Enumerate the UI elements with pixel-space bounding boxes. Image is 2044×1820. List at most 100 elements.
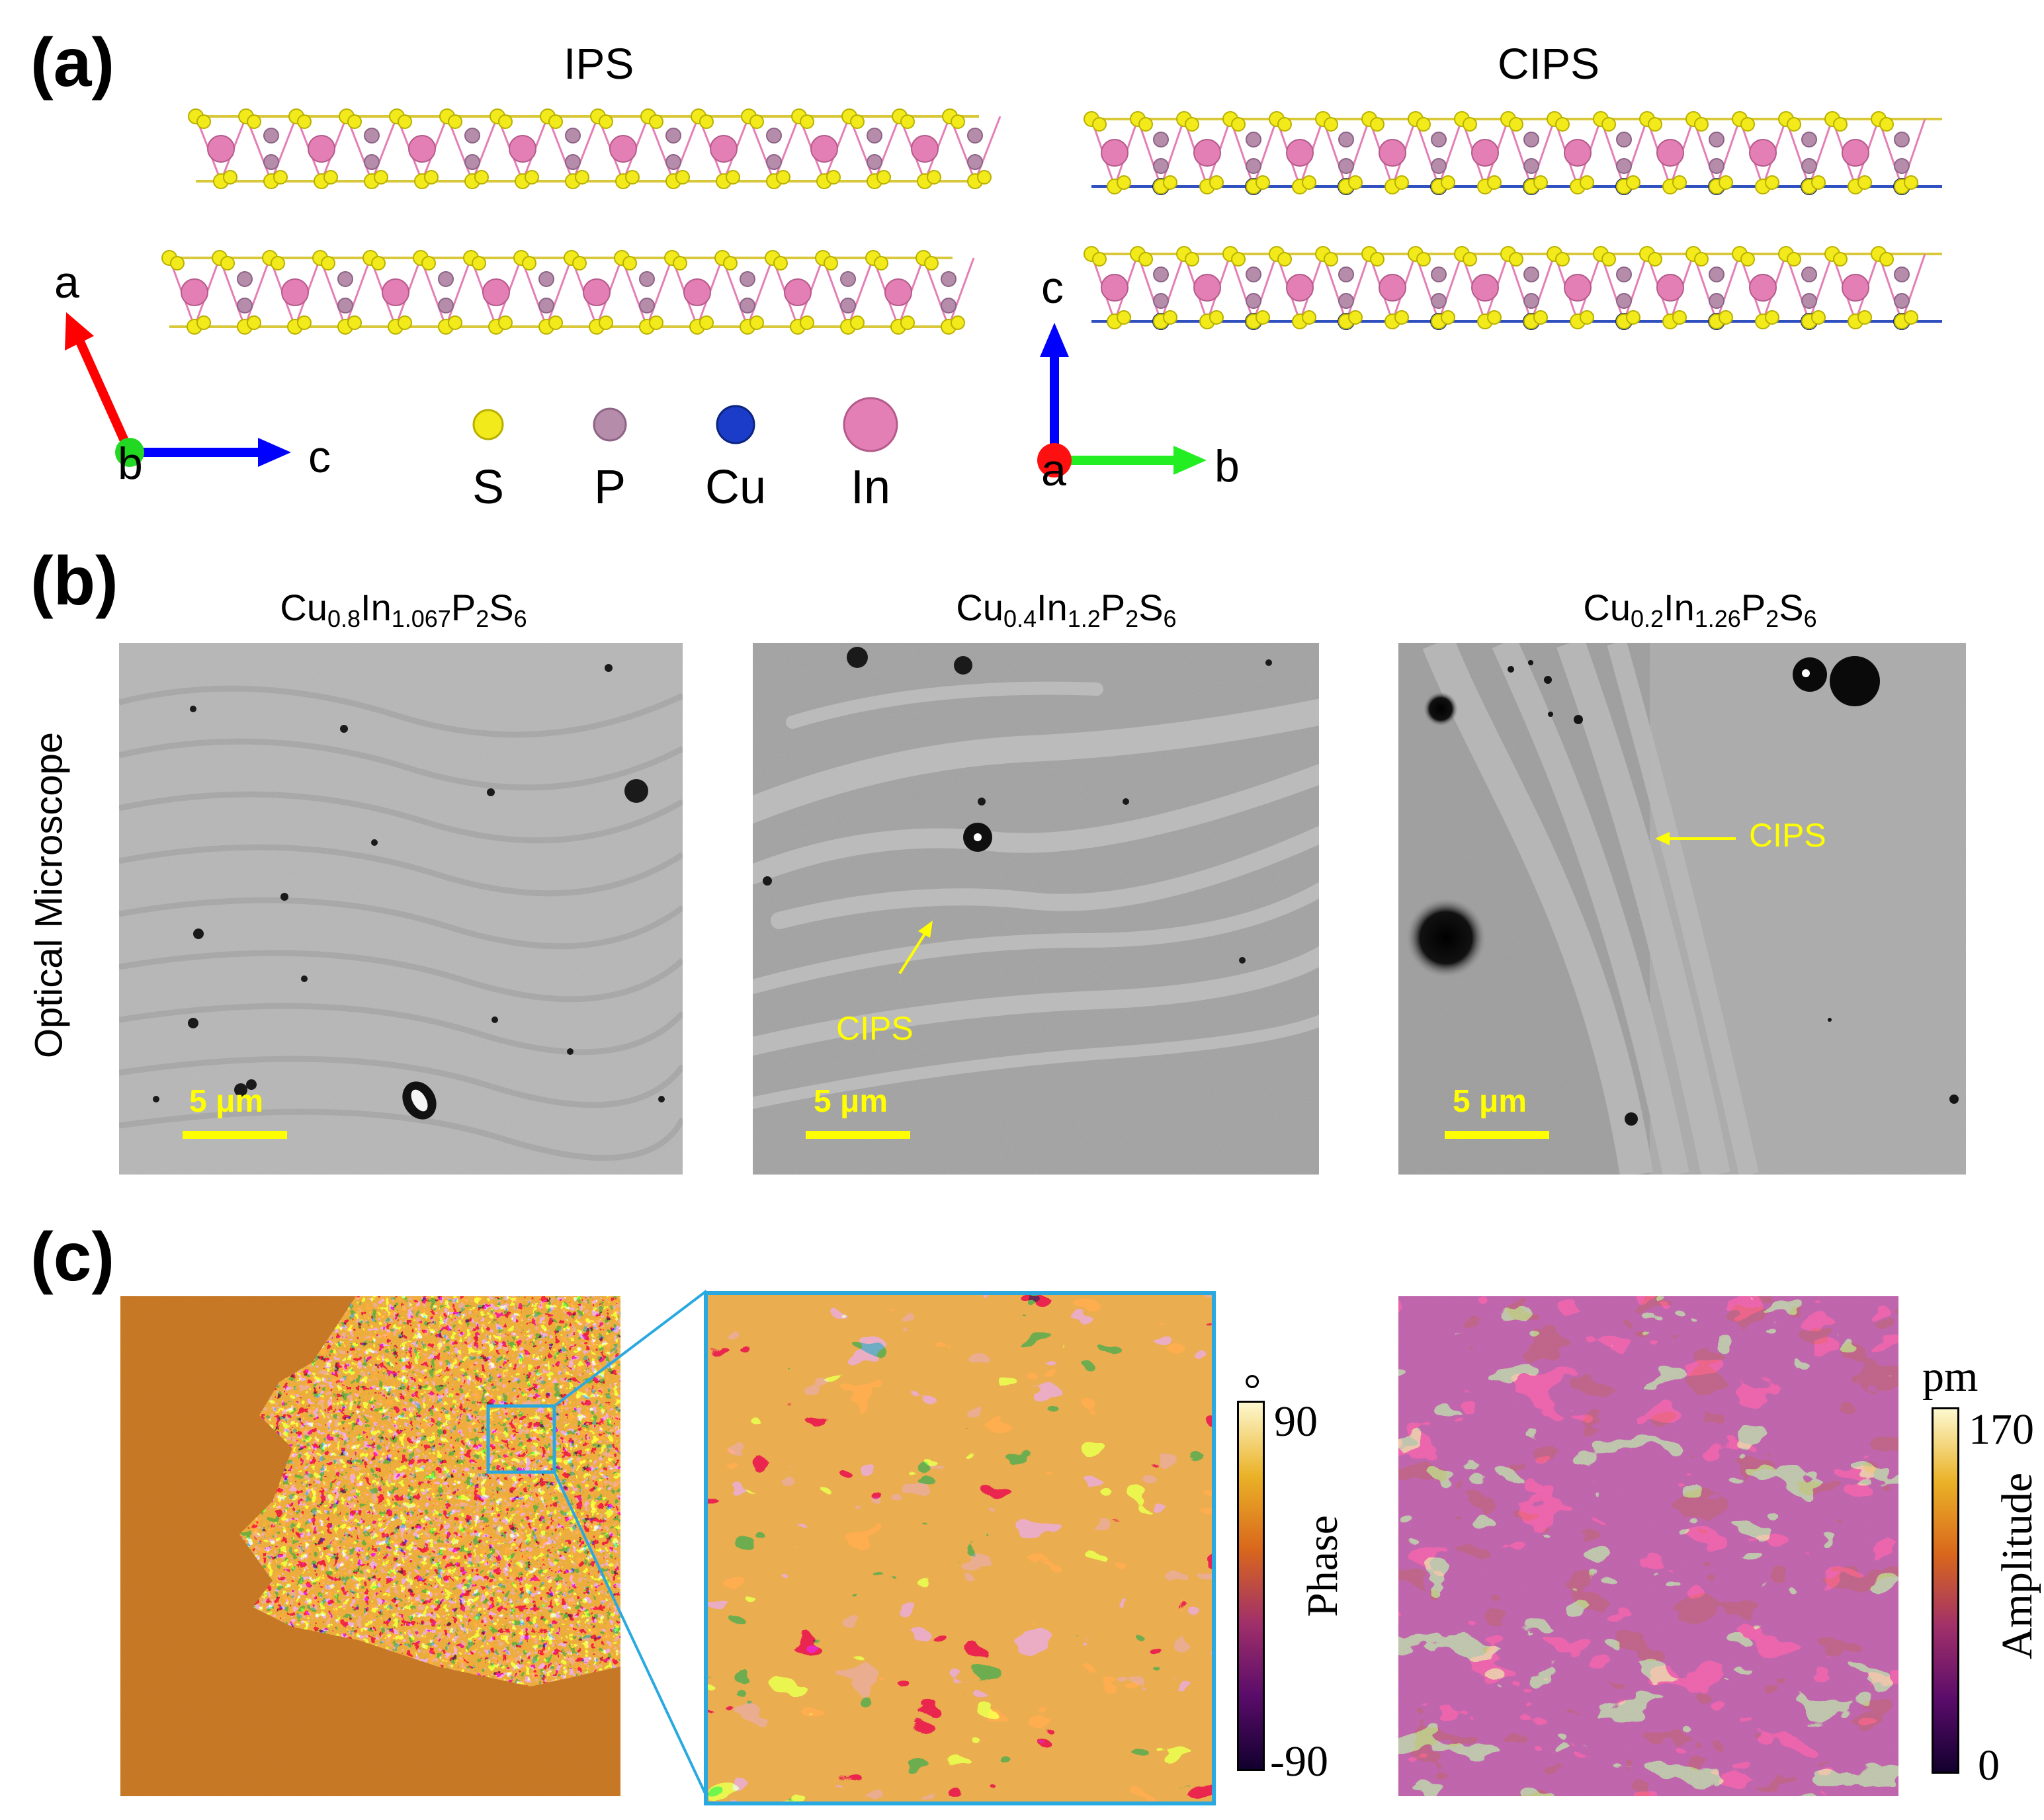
ips-layer-2-p-atom: [740, 271, 755, 287]
cips-layer-1-s-atom: [1626, 175, 1640, 190]
cips-layer-1-bond: [1808, 118, 1834, 187]
ips-layer-2-p-atom: [639, 298, 655, 313]
cips-layer-1-in-atom: [1842, 139, 1869, 167]
ips-layer-1-s-atom: [800, 114, 814, 129]
cips-layer-2-in-atom: [1842, 274, 1869, 302]
cips-layer-1-s-atom: [1857, 175, 1872, 190]
ips-layer-1-bond: [672, 116, 700, 182]
cips-layer-2-p-atom: [1894, 267, 1910, 282]
legend-in-label: In: [850, 461, 891, 514]
ips-layer-2-s-atom: [321, 256, 335, 270]
cips-layer-1-bond: [1437, 118, 1463, 187]
ips-layer-2-p-atom: [237, 298, 253, 313]
cips-layer-1-s-atom: [1601, 117, 1616, 132]
cips-layer-1-bond: [1160, 118, 1185, 187]
cips-layer-2-s-atom: [1601, 252, 1616, 267]
cips-layer-1-s-atom: [1092, 117, 1107, 132]
cips-layer-2-s-atom: [1138, 252, 1153, 267]
cips-layer-1-p-atom: [1894, 132, 1910, 147]
ips-layer-2-p-atom: [941, 298, 957, 313]
cips-layer-2-s-atom: [1879, 252, 1894, 267]
ips-layer-1-bond: [773, 116, 800, 182]
cu-atom-icon: [716, 405, 755, 444]
ips-layer-2-s-atom: [247, 315, 261, 330]
phase-max-label: 90: [1274, 1397, 1318, 1446]
cips-layer-2-s-atom: [1719, 310, 1733, 325]
cips-layer-1-s-atom: [1138, 117, 1153, 132]
ips-layer-1-in-atom: [308, 135, 335, 163]
cips-layer-2-s-atom: [1277, 252, 1292, 267]
cips-layer-2-p-atom: [1153, 293, 1169, 309]
ips-layer-1-s-atom: [273, 170, 288, 185]
ips-layer-2-in-atom: [884, 278, 912, 306]
legend-p-label: P: [593, 461, 626, 514]
ips-layer-1-p-atom: [364, 128, 380, 144]
right-axis-b-label: b: [1214, 441, 1240, 491]
ips-layer-2-s-atom: [673, 256, 687, 270]
ips-layer-1-s-atom: [951, 114, 965, 129]
ips-layer-2-p-atom: [740, 298, 755, 313]
formula-1: Cu0.8In1.067P2S6: [280, 587, 527, 632]
ips-layer-2-s-atom: [900, 315, 915, 330]
cips-layer-1-s-atom: [1209, 175, 1224, 190]
ips-layer-2-in-atom: [784, 278, 812, 306]
cips-layer-1-bond: [1900, 118, 1926, 187]
cips-layer-1-in-atom: [1379, 139, 1406, 167]
cips-layer-2-s-atom: [1580, 310, 1594, 325]
ips-layer-2-s-atom: [472, 256, 486, 270]
ips-layer-2-bond: [243, 257, 271, 327]
ips-layer-1-p-atom: [263, 128, 279, 144]
pfm-phase-zoom-image: [704, 1291, 1216, 1805]
cips-layer-1-p-atom: [1616, 132, 1632, 147]
cips-layer-1-s-atom: [1787, 117, 1801, 132]
ips-layer-2-p-atom: [840, 271, 856, 287]
cips-layer-1-s-atom: [1394, 175, 1409, 190]
ips-layer-2-bond: [947, 257, 975, 327]
cips-layer-2-bond: [1623, 253, 1648, 322]
ips-layer-2-p-atom: [538, 298, 554, 313]
ips-layer-2-in-atom: [281, 278, 309, 306]
cips-layer-2-bond: [1715, 253, 1741, 322]
ips-layer-2-bond: [847, 257, 874, 327]
ips-layer-1-p-atom: [766, 154, 782, 170]
cips-layer-2-in-atom: [1379, 274, 1406, 302]
cips-layer-1-bond: [1530, 118, 1556, 187]
cips-layer-1-p-atom: [1246, 158, 1261, 174]
cips-layer-1-in-atom: [1286, 139, 1314, 167]
ips-layer-1-p-atom: [867, 128, 882, 144]
ips-layer-2-s-atom: [498, 315, 513, 330]
ips-layer-2-p-atom: [438, 271, 454, 287]
cips-layer-2-s-atom: [1163, 310, 1177, 325]
micrograph-1-texture: [119, 643, 683, 1175]
cips-layer-1-s-atom: [1765, 175, 1779, 190]
cips-layer-1-p-atom: [1709, 132, 1725, 147]
cips-layer-1-in-atom: [1193, 139, 1221, 167]
cips-layer-1-p-atom: [1801, 132, 1817, 147]
right-axes-triad: [1037, 323, 1207, 477]
ips-layer-2-in-atom: [181, 278, 208, 306]
left-axes-triad: [65, 312, 291, 467]
ips-layer-1-s-atom: [196, 114, 211, 129]
scale-bar-2: [806, 1131, 910, 1139]
ips-layer-1-s-atom: [398, 114, 412, 129]
cips-layer-2-bond: [1437, 253, 1463, 322]
cips-layer-2-s-atom: [1833, 252, 1848, 267]
cips-layer-2-p-atom: [1523, 267, 1539, 282]
ips-layer-1-s-atom: [323, 170, 338, 185]
cips-layer-2-p-atom: [1338, 293, 1354, 309]
ips-layer-2-bond: [746, 257, 774, 327]
cips-layer-1-s-atom: [1416, 117, 1431, 132]
cips-layer-2-s-atom: [1370, 252, 1384, 267]
cips-layer-2-s-atom: [1509, 252, 1523, 267]
left-axis-a-label: a: [54, 257, 79, 308]
in-atom-icon: [843, 397, 898, 452]
cips-layer-2-p-atom: [1894, 293, 1910, 309]
ips-layer-1-bond: [471, 116, 499, 182]
phase-unit-label: °: [1244, 1366, 1261, 1414]
scale-label-1: 5 μm: [189, 1084, 264, 1119]
ips-layer-1-s-atom: [826, 170, 841, 185]
cips-layer-1-s-atom: [1555, 117, 1570, 132]
ips-layer-2-bond: [545, 257, 573, 327]
ips-layer-1-s-atom: [726, 170, 740, 185]
cips-layer-2-in-atom: [1193, 274, 1221, 302]
